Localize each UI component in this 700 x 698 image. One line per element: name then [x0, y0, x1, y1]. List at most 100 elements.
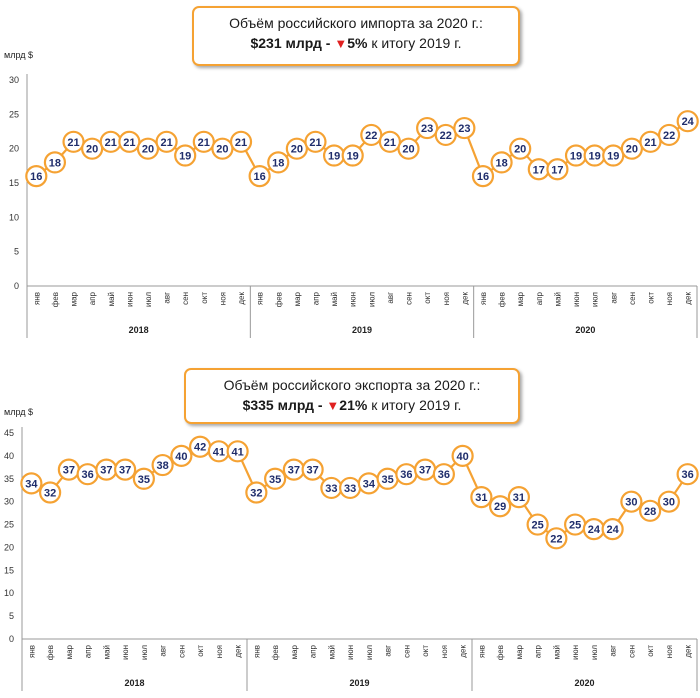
export-y-tick: 10 [4, 588, 14, 598]
export-data-point [20, 472, 43, 495]
export-year-label: 2019 [349, 678, 369, 688]
import-data-point [229, 130, 253, 153]
import-month-tick: мар [516, 291, 525, 306]
export-month-tick: мар [515, 644, 524, 659]
export-data-point [601, 518, 624, 541]
export-month-tick: янв [477, 645, 486, 658]
import-data-label: 21 [123, 137, 135, 149]
import-month-tick: мар [70, 291, 79, 306]
import-title-suffix: к итогу 2019 г. [371, 35, 462, 51]
export-data-point [170, 444, 193, 467]
export-y-unit: млрд $ [4, 407, 33, 417]
import-data-point [657, 123, 681, 147]
import-month-tick: май [553, 292, 562, 306]
import-month-tick: ноя [218, 292, 227, 305]
import-data-point [490, 151, 513, 174]
down-arrow-icon: ▼ [326, 398, 340, 413]
import-data-point [155, 130, 178, 153]
import-month-tick: янв [32, 292, 41, 305]
export-data-point [451, 444, 474, 467]
import-data-label: 19 [589, 151, 601, 163]
import-data-label: 20 [142, 144, 154, 156]
export-y-tick: 30 [4, 497, 14, 507]
import-month-tick: мар [293, 291, 302, 306]
import-data-label: 20 [86, 144, 98, 156]
import-data-label: 20 [514, 144, 526, 156]
export-y-tick: 15 [4, 565, 14, 575]
import-month-tick: авг [386, 292, 395, 304]
import-month-tick: апр [311, 291, 320, 305]
export-title-suffix: к итогу 2019 г. [371, 397, 462, 413]
import-data-label: 23 [421, 123, 433, 135]
import-month-tick: янв [256, 292, 265, 305]
import-y-tick: 25 [9, 109, 19, 119]
export-data-point [151, 453, 174, 477]
import-y-unit: млрд $ [4, 50, 33, 60]
export-month-tick: авг [159, 645, 168, 657]
export-data-label: 36 [400, 469, 412, 481]
import-data-label: 21 [105, 137, 117, 149]
export-data-point [507, 485, 530, 509]
import-data-label: 19 [570, 151, 582, 163]
export-chart-panel: Объём российского экспорта за 2020 г.: $… [0, 350, 700, 698]
import-y-tick: 5 [14, 247, 19, 257]
export-data-label: 36 [82, 469, 94, 481]
export-y-tick: 40 [4, 451, 14, 461]
export-data-point [526, 513, 549, 536]
export-data-point [226, 440, 249, 463]
import-month-tick: май [107, 292, 116, 306]
import-month-tick: сен [628, 292, 637, 305]
export-data-label: 37 [419, 465, 431, 477]
export-month-tick: мар [290, 644, 299, 659]
import-month-tick: июл [591, 292, 600, 307]
export-data-label: 30 [663, 497, 675, 509]
import-data-label: 23 [458, 123, 470, 135]
export-month-tick: июн [121, 645, 130, 660]
export-data-label: 31 [475, 492, 487, 504]
import-month-tick: фев [51, 292, 60, 307]
import-data-label: 20 [291, 144, 303, 156]
import-month-tick: дек [460, 292, 469, 305]
import-change: 5% [347, 35, 368, 51]
export-data-point [301, 458, 324, 481]
import-data-label: 22 [440, 130, 452, 142]
import-chart-panel: Объём российского импорта за 2020 г.: $2… [4, 6, 699, 338]
export-data-label: 35 [269, 474, 281, 486]
export-data-label: 28 [644, 506, 656, 518]
import-amount: $231 млрд - [250, 35, 331, 51]
import-data-label: 17 [533, 164, 545, 176]
export-amount: $335 млрд - [242, 397, 323, 413]
export-data-point [489, 495, 512, 518]
import-y-tick: 30 [9, 75, 19, 85]
export-data-label: 24 [607, 524, 620, 536]
import-data-label: 16 [477, 171, 489, 183]
export-month-tick: май [102, 645, 111, 659]
export-year-label: 2020 [574, 678, 594, 688]
export-month-tick: окт [646, 645, 655, 657]
import-data-label: 17 [551, 164, 563, 176]
export-data-label: 29 [494, 501, 506, 513]
export-month-tick: ноя [215, 645, 224, 658]
export-month-tick: май [327, 645, 336, 659]
export-data-label: 41 [232, 446, 244, 458]
import-year-label: 2019 [352, 325, 372, 335]
import-month-tick: янв [479, 292, 488, 305]
import-month-tick: сен [181, 292, 190, 305]
import-month-tick: ноя [665, 292, 674, 305]
import-month-tick: фев [274, 292, 283, 307]
export-data-label: 37 [119, 465, 131, 477]
export-data-label: 35 [382, 474, 394, 486]
import-data-label: 21 [384, 137, 396, 149]
export-y-tick: 0 [9, 634, 14, 644]
down-arrow-icon: ▼ [334, 36, 348, 51]
import-data-label: 21 [198, 137, 210, 149]
import-month-tick: окт [200, 292, 209, 304]
export-data-label: 32 [250, 488, 262, 500]
export-month-tick: апр [84, 644, 93, 658]
export-year-label: 2018 [124, 678, 144, 688]
export-data-label: 42 [194, 442, 206, 454]
export-month-tick: окт [421, 645, 430, 657]
import-data-label: 20 [402, 144, 414, 156]
export-data-label: 38 [157, 460, 169, 472]
